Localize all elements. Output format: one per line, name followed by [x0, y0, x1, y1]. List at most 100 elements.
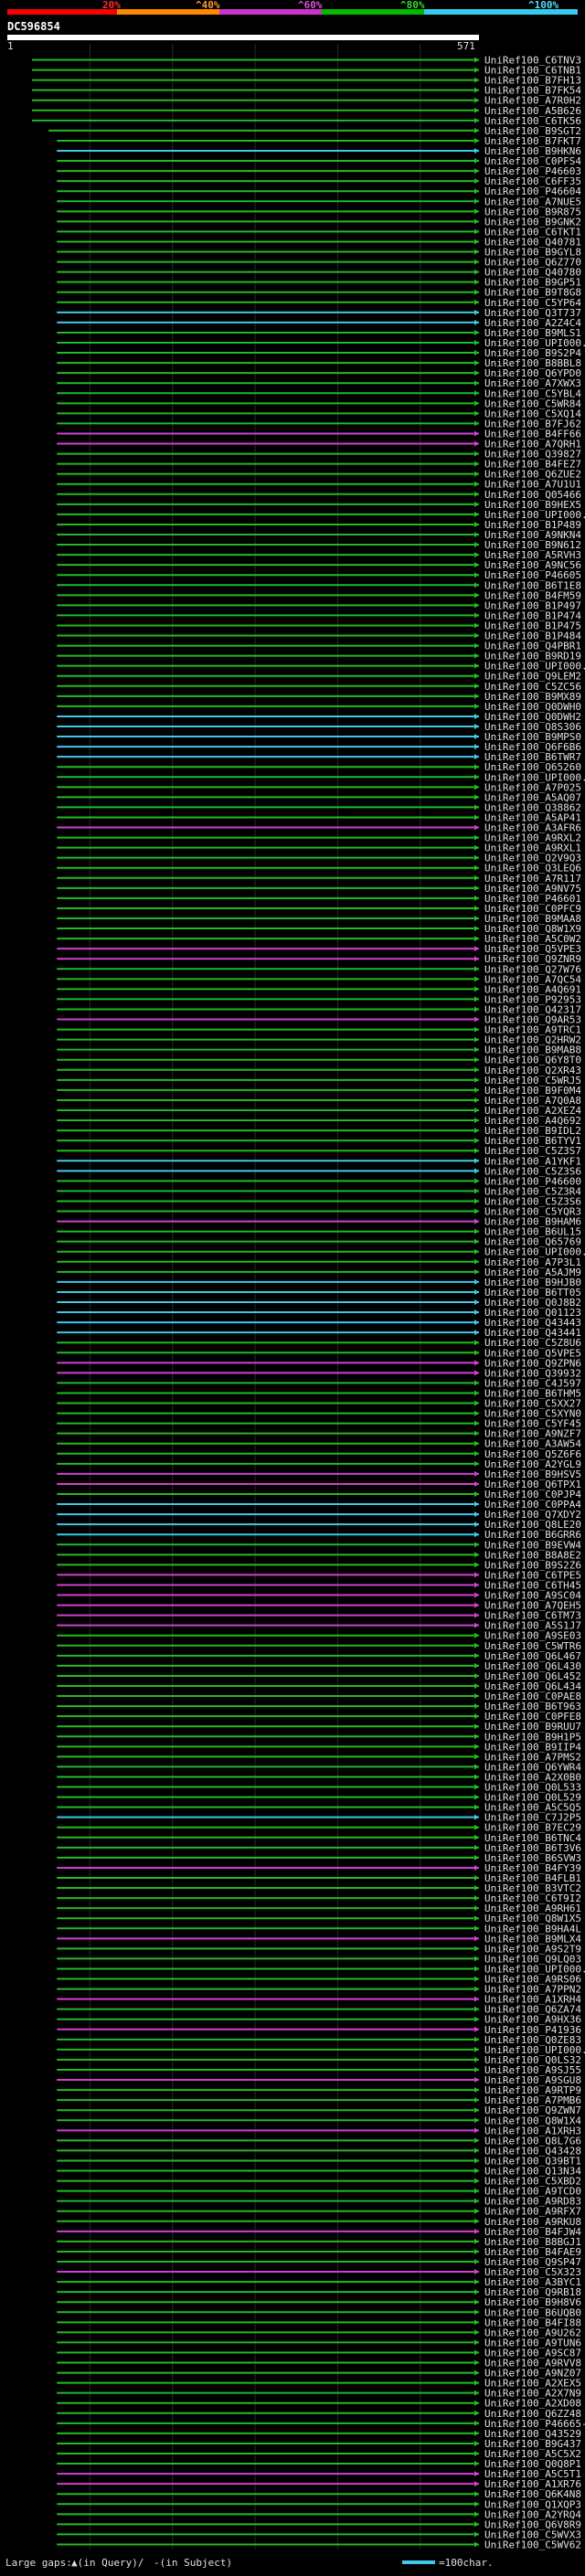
hit-label[interactable]: UniRef100_Q6V8R9: [484, 2518, 581, 2530]
hit-label[interactable]: UniRef100_A7P025: [484, 781, 581, 793]
hit-label[interactable]: UniRef100_B9MLS1: [484, 327, 581, 339]
hit-label[interactable]: UniRef100_A9SE03: [484, 1630, 581, 1642]
hit-label[interactable]: UniRef100_Q9LQ03: [484, 1953, 581, 1965]
hit-label[interactable]: UniRef100_A7PMS2: [484, 1751, 581, 1763]
hit-label[interactable]: UniRef100_Q9LEM2: [484, 671, 581, 683]
hit-label[interactable]: UniRef100_A2Z4C4: [484, 317, 581, 329]
hit-label[interactable]: UniRef100_A7QRH1: [484, 439, 581, 451]
hit-label[interactable]: UniRef100_Q0DWH2: [484, 711, 581, 723]
hit-label[interactable]: UniRef100_Q05466: [484, 489, 581, 501]
hit-label[interactable]: UniRef100_A3AFR6: [484, 822, 581, 834]
hit-label[interactable]: UniRef100_A9RH61: [484, 1903, 581, 1914]
hit-label[interactable]: UniRef100_C5Z8U6: [484, 1337, 581, 1349]
hit-label[interactable]: UniRef100_P46605: [484, 569, 581, 581]
hit-label[interactable]: UniRef100_Q43443: [484, 1317, 581, 1329]
hit-label[interactable]: UniRef100_A7XWX3: [484, 377, 581, 389]
hit-label[interactable]: UniRef100_C5YQR3: [484, 1206, 581, 1218]
hit-label[interactable]: UniRef100_B9RUU7: [484, 1721, 581, 1733]
hit-label[interactable]: UniRef100_Q0DWH0: [484, 701, 581, 713]
hit-label[interactable]: UniRef100_B9MX89: [484, 691, 581, 703]
hit-label[interactable]: UniRef100_Q8W1X5: [484, 1913, 581, 1924]
hit-label[interactable]: UniRef100_A9RD83: [484, 2196, 581, 2208]
hit-label[interactable]: UniRef100_Q6ZUE2: [484, 469, 581, 481]
hit-label[interactable]: UniRef100_C5Z3S6: [484, 1165, 581, 1177]
hit-label[interactable]: UniRef100_B9T8G8: [484, 287, 581, 299]
hit-label[interactable]: UniRef100_B9IIP4: [484, 1741, 581, 1753]
hit-label[interactable]: UniRef100_B9HSV5: [484, 1468, 581, 1480]
hit-label[interactable]: UniRef100_A5AP41: [484, 811, 581, 823]
hit-label[interactable]: UniRef100_C5ZC56: [484, 681, 581, 693]
hit-label[interactable]: UniRef100_Q3LEQ6: [484, 863, 581, 875]
hit-label[interactable]: UniRef100_B4FLB1: [484, 1872, 581, 1884]
hit-label[interactable]: UniRef100_Q8L7G6: [484, 2135, 581, 2147]
hit-label[interactable]: UniRef100_B4FM59: [484, 589, 581, 601]
hit-label[interactable]: UniRef100_B9HJB0: [484, 1277, 581, 1288]
hit-label[interactable]: UniRef100_C0PPA4: [484, 1499, 581, 1511]
hit-label[interactable]: UniRef100_C0PFC9: [484, 903, 581, 915]
hit-label[interactable]: UniRef100_B9G437: [484, 2438, 581, 2450]
hit-label[interactable]: UniRef100_A5AQ07: [484, 791, 581, 803]
hit-label[interactable]: UniRef100_A7PPN2: [484, 1984, 581, 1996]
hit-label[interactable]: UniRef100_B9IDL2: [484, 1125, 581, 1137]
hit-label[interactable]: UniRef100_A1XR76: [484, 2478, 581, 2490]
hit-label[interactable]: UniRef100_C0PAE8: [484, 1691, 581, 1702]
hit-label[interactable]: UniRef100_Q6ZA74: [484, 2004, 581, 2016]
hit-label[interactable]: UniRef100_B6T1E8: [484, 579, 581, 591]
hit-label[interactable]: UniRef100_A9RXL2: [484, 832, 581, 844]
hit-label[interactable]: UniRef100_A9RS06: [484, 1974, 581, 1986]
hit-label[interactable]: UniRef100_Q43529: [484, 2428, 581, 2440]
hit-label[interactable]: UniRef100_Q8S306: [484, 721, 581, 733]
hit-label[interactable]: UniRef100_Q5VPE3: [484, 943, 581, 955]
hit-label[interactable]: UniRef100_C6T9I2: [484, 1892, 581, 1904]
hit-label[interactable]: UniRef100_A7Q0A8: [484, 1095, 581, 1107]
hit-label[interactable]: UniRef100_Q39BT1: [484, 2155, 581, 2167]
hit-label[interactable]: UniRef100_B9H1P5: [484, 1731, 581, 1743]
hit-label[interactable]: UniRef100_Q6K4N8: [484, 2488, 581, 2500]
hit-label[interactable]: UniRef100_Q6Y8T0: [484, 1055, 581, 1066]
hit-label[interactable]: UniRef100_B9HA4L: [484, 1923, 581, 1935]
hit-label[interactable]: UniRef100_B9GP51: [484, 277, 581, 289]
hit-label[interactable]: UniRef100_Q1XQP3: [484, 2498, 581, 2510]
hit-label[interactable]: UniRef100_B1P474: [484, 610, 581, 621]
hit-label[interactable]: UniRef100_A7QC54: [484, 973, 581, 985]
hit-label[interactable]: UniRef100_A9RKU8: [484, 2216, 581, 2228]
hit-label[interactable]: UniRef100_C5WRJ5: [484, 1075, 581, 1087]
hit-label[interactable]: UniRef100_B9SGT2: [484, 125, 581, 137]
hit-label[interactable]: UniRef100_P41936: [484, 2024, 581, 2036]
hit-label[interactable]: UniRef100_A7NUE5: [484, 196, 581, 207]
hit-label[interactable]: UniRef100_B4FI88: [484, 2316, 581, 2328]
hit-label[interactable]: UniRef100_B8A8E2: [484, 1549, 581, 1561]
hit-label[interactable]: UniRef100_B1P497: [484, 599, 581, 611]
hit-label[interactable]: UniRef100_A9NKN4: [484, 529, 581, 541]
hit-label[interactable]: UniRef100_C5YF45: [484, 1418, 581, 1430]
hit-label[interactable]: UniRef100_C6FF35: [484, 175, 581, 187]
hit-label[interactable]: UniRef100_A3BYC1: [484, 2276, 581, 2288]
hit-label[interactable]: UniRef100_Q8W1X9: [484, 923, 581, 935]
hit-label[interactable]: UniRef100_B7FKT7: [484, 135, 581, 147]
hit-label[interactable]: UniRef100_Q2XR43: [484, 1065, 581, 1076]
hit-label[interactable]: UniRef100_Q6L430: [484, 1660, 581, 1672]
hit-label[interactable]: UniRef100_C5XBD2: [484, 2176, 581, 2188]
hit-label[interactable]: UniRef100_C7J2P5: [484, 1812, 581, 1824]
hit-label[interactable]: UniRef100_C0PJP4: [484, 1489, 581, 1500]
hit-label[interactable]: UniRef100_A7PMB6: [484, 2094, 581, 2106]
hit-label[interactable]: UniRef100_A2YRQ4: [484, 2508, 581, 2520]
hit-label[interactable]: UniRef100_B7FJ62: [484, 418, 581, 429]
hit-label[interactable]: UniRef100_UPI000...: [484, 1963, 585, 1975]
hit-label[interactable]: UniRef100_A9U262: [484, 2327, 581, 2338]
hit-label[interactable]: UniRef100_B9GYL8: [484, 247, 581, 259]
hit-label[interactable]: UniRef100_Q6Z770: [484, 257, 581, 269]
hit-label[interactable]: UniRef100_B9R875: [484, 206, 581, 217]
hit-label[interactable]: UniRef100_P46600: [484, 1175, 581, 1187]
hit-label[interactable]: UniRef100_Q7XDY2: [484, 1509, 581, 1521]
hit-label[interactable]: UniRef100_B1P475: [484, 620, 581, 631]
hit-label[interactable]: UniRef100_A1XRH4: [484, 1994, 581, 2006]
hit-label[interactable]: UniRef100_A5C5Q5: [484, 1802, 581, 1814]
hit-label[interactable]: UniRef100_Q6L434: [484, 1680, 581, 1692]
hit-label[interactable]: UniRef100_A9NZ07: [484, 2368, 581, 2380]
hit-label[interactable]: UniRef100_C5WV62: [484, 2539, 581, 2550]
hit-label[interactable]: UniRef100_A9S2T9: [484, 1943, 581, 1955]
hit-label[interactable]: UniRef100_Q0Q8P1: [484, 2458, 581, 2470]
hit-label[interactable]: UniRef100_Q6F6B6: [484, 741, 581, 753]
hit-label[interactable]: UniRef100_B6UL15: [484, 1226, 581, 1238]
